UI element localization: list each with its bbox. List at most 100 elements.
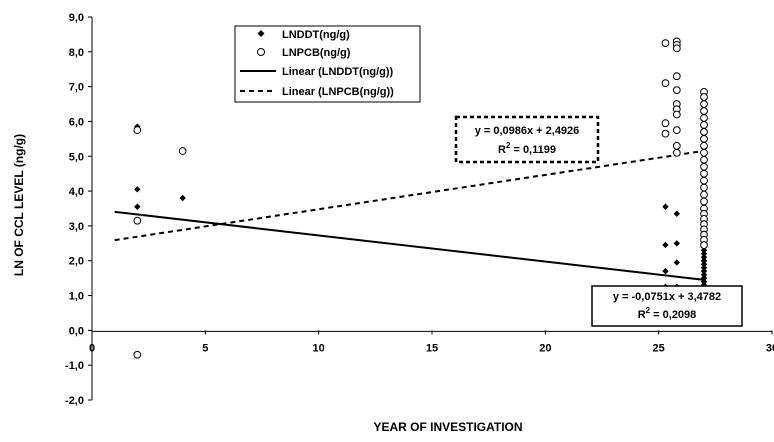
point-lnddt — [662, 203, 669, 210]
point-lnpcb — [700, 183, 708, 192]
point-lnpcb — [133, 216, 142, 225]
x-tick-label: 20 — [539, 342, 551, 354]
y-tick-label: 5,0 — [69, 151, 84, 163]
point-lnpcb — [700, 197, 708, 206]
point-lnpcb — [672, 126, 681, 135]
trendlines — [114, 149, 705, 281]
point-lnpcb — [700, 148, 708, 157]
r-squared-ddt: R2 = 0,2098 — [638, 306, 697, 321]
data-points — [133, 37, 708, 359]
r-squared-pcb-prefix: R — [498, 144, 506, 156]
point-lnpcb — [700, 134, 708, 143]
point-lnpcb — [700, 93, 708, 101]
y-tick-label: 4,0 — [69, 186, 84, 198]
r-squared-ddt-value: = 0,2098 — [650, 309, 696, 321]
legend-label-lnpcb: LNPCB(ng/g) — [282, 47, 351, 59]
point-lnpcb — [133, 126, 142, 135]
x-tick-label: 15 — [426, 342, 438, 354]
point-lnddt — [700, 261, 708, 268]
point-lnddt — [673, 259, 680, 266]
point-lnpcb — [661, 39, 670, 48]
point-lnpcb — [700, 169, 708, 178]
point-lnddt — [700, 247, 708, 254]
point-lnpcb — [661, 79, 670, 88]
r-squared-ddt-prefix: R — [638, 309, 646, 321]
x-tick-label: 0 — [89, 342, 95, 354]
r-squared-pcb-value: = 0,1199 — [510, 144, 556, 156]
point-lnpcb — [661, 119, 670, 128]
equation-box-ddt-frame — [591, 285, 743, 327]
point-lnpcb — [700, 141, 708, 150]
y-tick-label: 2,0 — [69, 256, 84, 268]
legend-label-lnddt: LNDDT(ng/g) — [282, 29, 350, 41]
y-tick-label: 7,0 — [69, 82, 84, 94]
r-squared-pcb: R2 = 0,1199 — [498, 141, 556, 156]
point-lnpcb — [178, 147, 187, 155]
x-tick-label: 30 — [766, 342, 774, 354]
point-lnpcb — [672, 44, 681, 53]
x-tick-label: 5 — [202, 342, 208, 354]
y-tick-label: 1,0 — [69, 291, 84, 303]
x-axis-ticks: 0 5 10 15 20 25 30 — [89, 330, 774, 354]
legend-circle-marker — [257, 48, 265, 56]
point-lnddt — [700, 274, 708, 282]
point-lnpcb — [700, 155, 708, 164]
point-lnddt — [700, 271, 708, 278]
point-lnpcb — [700, 114, 708, 122]
legend-label-linear-lnddt: Linear (LNDDT(ng/g)) — [282, 66, 394, 78]
point-lnpcb — [700, 121, 708, 129]
legend-diamond-marker — [257, 30, 265, 37]
equation-box-pcb: y = 0,0986x + 2,4926 R2 = 0,1199 — [454, 115, 600, 164]
x-tick-label: 10 — [313, 342, 325, 354]
y-axis-ticks: -2,0 -1,0 0,0 1,0 2,0 3,0 4,0 5,0 6,0 7,0 8,0 9,0 — [65, 12, 92, 407]
trendline-lnddt — [114, 210, 705, 281]
y-axis-title: LN OF CCL LEVEL (ng/g) — [12, 134, 26, 276]
point-lnpcb — [672, 86, 681, 95]
point-lnddt — [662, 241, 669, 249]
x-tick-label: 25 — [653, 342, 665, 354]
x-axis-title: YEAR OF INVESTIGATION — [373, 420, 522, 434]
point-lnpcb — [700, 241, 708, 249]
point-lnddt — [700, 278, 708, 285]
point-lnpcb — [661, 129, 670, 138]
equation-ddt: y = -0,0751x + 3,4782 — [613, 291, 721, 303]
point-lnddt — [673, 210, 680, 217]
point-lnddt — [134, 186, 141, 193]
point-lnddt — [700, 267, 708, 275]
point-lnpcb — [672, 141, 681, 150]
y-tick-label: -2,0 — [65, 395, 84, 407]
point-lnddt — [179, 194, 186, 202]
equation-box-ddt: y = -0,0751x + 3,4782 R2 = 0,2098 — [591, 285, 743, 327]
r-squared-ddt-exp: 2 — [646, 306, 651, 315]
point-lnpcb — [700, 107, 708, 115]
point-lnpcb — [672, 110, 681, 119]
y-tick-label: 9,0 — [69, 12, 84, 24]
legend-label-linear-lnpcb: Linear (LNPCB(ng/g)) — [282, 86, 394, 98]
point-lnpcb — [700, 176, 708, 185]
point-lnddt — [700, 264, 708, 271]
equation-pcb: y = 0,0986x + 2,4926 — [475, 125, 580, 137]
y-tick-label: 8,0 — [69, 47, 84, 59]
point-lnpcb — [700, 190, 708, 199]
r-squared-pcb-exp: 2 — [506, 141, 511, 150]
y-tick-label: 3,0 — [69, 221, 84, 233]
equation-box-pcb-frame — [454, 115, 600, 164]
legend: LNDDT(ng/g) LNPCB(ng/g) Linear (LNDDT(ng… — [234, 25, 421, 103]
point-lnddt — [700, 257, 708, 264]
point-lnddt — [662, 267, 669, 275]
point-lnpcb — [700, 100, 708, 108]
y-tick-label: -1,0 — [65, 360, 84, 372]
trendline-lnpcb — [114, 149, 705, 242]
point-lnddt — [673, 240, 680, 247]
point-lnddt — [700, 254, 708, 261]
point-lnddt — [134, 203, 141, 210]
point-lnpcb — [133, 350, 142, 359]
legend-box — [234, 25, 421, 103]
point-lnpcb — [672, 72, 681, 81]
point-lnddt — [700, 250, 708, 257]
y-tick-label: 0,0 — [69, 325, 84, 337]
point-lnpcb — [700, 128, 708, 136]
y-tick-label: 6,0 — [69, 116, 84, 128]
point-lnpcb — [700, 162, 708, 171]
